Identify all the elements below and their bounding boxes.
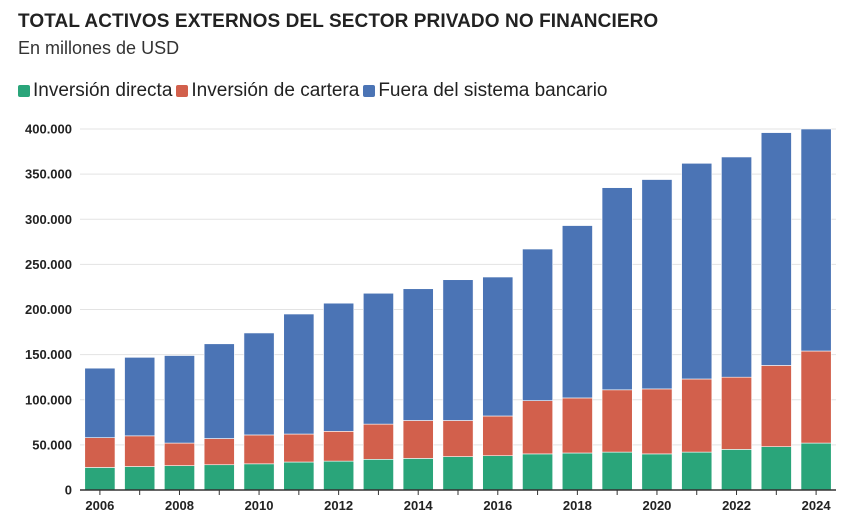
bar-segment-fuera-bancario: [442, 279, 474, 421]
bar-segment-directa: [124, 466, 156, 491]
bar-segment-cartera: [800, 350, 832, 444]
bar-segment-directa: [323, 460, 355, 491]
bar-segment-directa: [800, 442, 832, 491]
x-tick-label: 2020: [642, 498, 671, 513]
bar-segment-fuera-bancario: [402, 288, 434, 421]
y-tick-label: 300.000: [25, 212, 72, 227]
x-tick-label: 2018: [563, 498, 592, 513]
bar-segment-cartera: [243, 434, 275, 465]
bar-segment-fuera-bancario: [482, 276, 514, 417]
bar-segment-cartera: [442, 420, 474, 457]
legend-swatch-inversion-cartera: [176, 85, 189, 97]
bar-segment-directa: [641, 453, 673, 491]
bar-segment-fuera-bancario: [363, 292, 394, 425]
bar-segment-directa: [243, 463, 275, 491]
bar-segment-fuera-bancario: [124, 357, 156, 437]
y-tick-label: 200.000: [25, 302, 72, 317]
y-tick-label: 50.000: [32, 437, 72, 452]
bar-segment-directa: [681, 451, 713, 491]
bar-segment-cartera: [203, 438, 235, 466]
bar-segment-fuera-bancario: [522, 248, 553, 401]
legend-label-inversion-cartera: Inversión de cartera: [191, 80, 360, 101]
bar-segment-cartera: [681, 378, 713, 453]
bar-segment-fuera-bancario: [800, 128, 832, 352]
legend-item-inversion-cartera: Inversión de cartera: [176, 80, 359, 102]
bar-segment-directa: [561, 452, 593, 491]
bar-segment-fuera-bancario: [760, 132, 792, 366]
bar-segment-directa: [84, 467, 116, 491]
x-tick-label: 2022: [722, 498, 751, 513]
bar-segment-directa: [283, 461, 315, 491]
x-tick-label: 2012: [324, 498, 353, 513]
bar-segment-directa: [522, 453, 553, 491]
bar-segment-fuera-bancario: [164, 355, 195, 444]
bar-segment-cartera: [641, 388, 673, 455]
y-tick-label: 250.000: [25, 257, 72, 272]
y-tick-label: 0: [65, 483, 72, 498]
bar-segment-cartera: [323, 431, 355, 462]
bar-segment-cartera: [84, 437, 116, 468]
chart-subtitle: En millones de USD: [18, 38, 180, 58]
x-tick-label: 2010: [245, 498, 274, 513]
x-tick-label: 2014: [404, 498, 434, 513]
legend-item-inversion-directa: Inversión directa: [18, 80, 172, 102]
bar-segment-fuera-bancario: [641, 179, 673, 390]
x-tick-label: 2024: [802, 498, 832, 513]
bar-segment-directa: [442, 456, 474, 491]
bar-segment-fuera-bancario: [243, 332, 275, 436]
bar-segment-cartera: [760, 365, 792, 447]
bar-segment-directa: [203, 464, 235, 491]
bar-segment-directa: [363, 459, 394, 491]
bar-segment-cartera: [601, 389, 633, 453]
chart-title: TOTAL ACTIVOS EXTERNOS DEL SECTOR PRIVAD…: [18, 11, 659, 32]
bar-segment-fuera-bancario: [681, 162, 713, 380]
bar-segment-cartera: [561, 397, 593, 454]
bar-segment-directa: [482, 455, 514, 491]
legend-swatch-inversion-directa: [18, 85, 30, 97]
x-tick-label: 2008: [165, 498, 194, 513]
x-tick-label: 2016: [483, 498, 512, 513]
bar-segment-cartera: [482, 415, 514, 457]
bar-segment-fuera-bancario: [283, 313, 315, 435]
y-tick-label: 400.000: [25, 122, 72, 137]
legend: Inversión directa Inversión de cartera F…: [18, 80, 612, 102]
bar-segment-cartera: [721, 376, 752, 450]
bar-segment-fuera-bancario: [561, 225, 593, 399]
y-tick-label: 350.000: [25, 167, 72, 182]
legend-label-fuera-sistema-bancario: Fuera del sistema bancario: [378, 80, 608, 101]
bar-segment-fuera-bancario: [601, 187, 633, 391]
legend-item-fuera-sistema-bancario: Fuera del sistema bancario: [363, 80, 608, 102]
x-tick-label: 2006: [85, 498, 114, 513]
bar-segment-fuera-bancario: [203, 343, 235, 439]
bar-segment-cartera: [402, 420, 434, 459]
legend-label-inversion-directa: Inversión directa: [33, 80, 173, 101]
y-tick-label: 150.000: [25, 347, 72, 362]
bar-segment-cartera: [283, 433, 315, 463]
bar-segment-directa: [601, 451, 633, 491]
y-tick-label: 100.000: [25, 392, 72, 407]
bar-segment-cartera: [522, 400, 553, 455]
bar-segment-directa: [164, 465, 195, 491]
bar-segment-directa: [402, 458, 434, 491]
bar-segment-fuera-bancario: [721, 156, 752, 378]
bar-segment-cartera: [164, 442, 195, 466]
bar-segment-cartera: [124, 435, 156, 467]
bar-segment-directa: [721, 449, 752, 491]
bar-segment-cartera: [363, 423, 394, 460]
bar-segment-fuera-bancario: [323, 302, 355, 432]
bar-segment-directa: [760, 446, 792, 491]
bar-segment-fuera-bancario: [84, 367, 116, 438]
legend-swatch-fuera-sistema-bancario: [363, 85, 376, 97]
